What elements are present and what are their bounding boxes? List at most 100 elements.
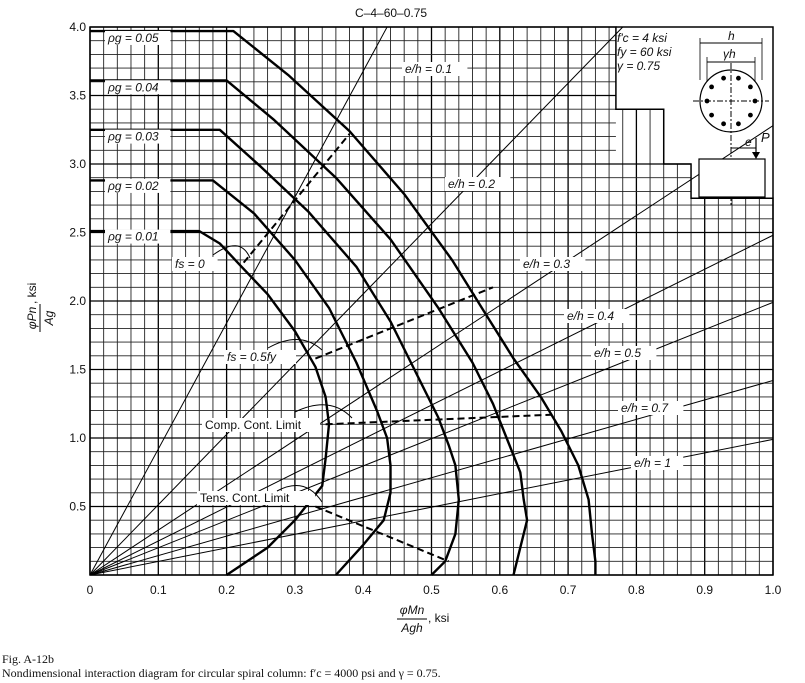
fs05-label-bg [224, 350, 296, 364]
rho-label-bg [105, 80, 171, 95]
eh-line [89, 26, 388, 576]
load-arrow-head [752, 152, 760, 159]
rho-curve [90, 128, 460, 576]
eh-label-bg [564, 309, 630, 323]
rho-label: ρg = 0.03 [107, 130, 159, 144]
eh-label-bg [402, 62, 468, 76]
fs05-label: fs = 0.5fy [227, 350, 277, 364]
y-tick-label: 3.0 [69, 157, 86, 171]
x-label-unit: , ksi [428, 611, 449, 625]
inset-border [615, 26, 774, 199]
rebar-dot [748, 112, 753, 118]
eh-label-bg [520, 257, 586, 271]
param-fy: fy = 60 ksi [617, 45, 672, 59]
eh-label-bg [591, 346, 657, 360]
tens-limit-label-bg [197, 491, 316, 505]
rho-curve [90, 29, 597, 575]
fs0-label-bg [172, 257, 218, 271]
x-label-num: φMn [400, 603, 425, 617]
figure-caption: Nondimensional interaction diagram for c… [2, 666, 441, 680]
y-tick-label: 0.5 [69, 500, 86, 514]
rebar-dot [709, 112, 714, 118]
x-tick-label: 0.3 [287, 583, 304, 597]
y-tick-label: 3.5 [69, 89, 86, 103]
interaction-curves [90, 29, 597, 576]
tens-limit-label: Tens. Cont. Limit [200, 491, 290, 505]
x-tick-label: 0.8 [628, 583, 645, 597]
fs0-label: fs = 0 [175, 257, 205, 271]
eh-line [89, 301, 774, 576]
e-label: e [745, 135, 752, 149]
eh-label: e/h = 0.5 [594, 346, 641, 360]
eh-label: e/h = 0.1 [405, 62, 452, 76]
y-label-num: φPn [25, 306, 39, 329]
interaction-diagram: ρg = 0.05 ρg = 0.04 ρg = 0.03 ρg = 0.02 ρg =… [25, 6, 782, 635]
eh-label: e/h = 0.2 [448, 177, 495, 191]
limit-lines [242, 133, 552, 563]
limit-dashed-line [315, 505, 449, 563]
eh-label-bg [618, 401, 684, 415]
y-tick-label: 1.5 [69, 363, 86, 377]
eh-label: e/h = 0.3 [523, 257, 570, 271]
x-tick-label: 1.0 [765, 583, 782, 597]
rebar-dot [736, 75, 741, 81]
comp-leader [294, 404, 353, 419]
x-tick-label: 0 [87, 583, 94, 597]
x-tick-label: 0.2 [218, 583, 235, 597]
chart-grid [89, 26, 774, 576]
column-elevation [698, 158, 766, 198]
P-label: P [761, 130, 770, 145]
y-axis-label: φPn Ag, ksi [25, 283, 56, 332]
rho-label: ρg = 0.01 [107, 230, 159, 244]
gamma-h-label: γh [723, 47, 736, 61]
rho-curve [90, 229, 331, 576]
eh-label-bg [631, 456, 684, 470]
x-tick-label: 0.7 [560, 583, 577, 597]
y-tick-label: 2.5 [69, 226, 86, 240]
rho-curve [90, 179, 392, 576]
comp-limit-label: Comp. Cont. Limit [205, 418, 302, 432]
rebar-dot [721, 121, 726, 127]
rho-label-bg [105, 229, 171, 244]
chart-title: C–4–60–0.75 [355, 6, 427, 20]
rebar-dot [752, 98, 758, 104]
eh-label-bg [445, 177, 511, 191]
plot-border [89, 26, 774, 576]
param-fc: f'c = 4 ksi [617, 31, 667, 45]
tens-leader [276, 485, 323, 503]
rho-label: ρg = 0.02 [107, 179, 159, 193]
x-tick-label: 0.9 [696, 583, 713, 597]
rebar-dot [736, 121, 741, 127]
y-tick-label: 4.0 [69, 20, 86, 34]
rebar-dot [721, 75, 726, 81]
limit-dashed-line [315, 286, 494, 360]
y-tick-label: 1.0 [69, 431, 86, 445]
figure-number: Fig. A-12b [2, 652, 55, 666]
param-gamma: γ = 0.75 [617, 59, 660, 73]
rebar-dot [709, 84, 714, 90]
x-axis-label: φMn Agh , ksi [397, 603, 449, 635]
axis-ticks: 0 0.1 0.2 0.3 0.4 0.5 0.6 0.7 0.8 0.9 1.0 0.5 1.0 1.5… [25, 20, 782, 635]
eh-label: e/h = 1 [634, 456, 671, 470]
fs0-leader [212, 245, 251, 259]
limit-dashed-line [242, 133, 351, 264]
eh-label: e/h = 0.7 [621, 401, 669, 415]
rho-label-bg [105, 30, 171, 45]
rho-label: ρg = 0.05 [107, 31, 159, 45]
x-tick-label: 0.6 [491, 583, 508, 597]
y-label-unit: , ksi [25, 283, 39, 304]
rebar-dot [704, 98, 710, 104]
y-label-den: Ag [42, 310, 56, 326]
rho-label: ρg = 0.04 [107, 80, 159, 94]
rho-curve [90, 79, 529, 576]
h-label: h [728, 29, 735, 43]
rebar-dot [748, 84, 753, 90]
y-tick-label: 2.0 [69, 294, 86, 308]
fs05-leader [267, 339, 323, 351]
chart-labels: ρg = 0.05 ρg = 0.04 ρg = 0.03 ρg = 0.02 ρg =… [105, 6, 684, 505]
rho-label-bg [105, 129, 171, 144]
x-label-den: Agh [400, 621, 423, 635]
x-tick-label: 0.1 [150, 583, 167, 597]
x-tick-label: 0.4 [355, 583, 372, 597]
